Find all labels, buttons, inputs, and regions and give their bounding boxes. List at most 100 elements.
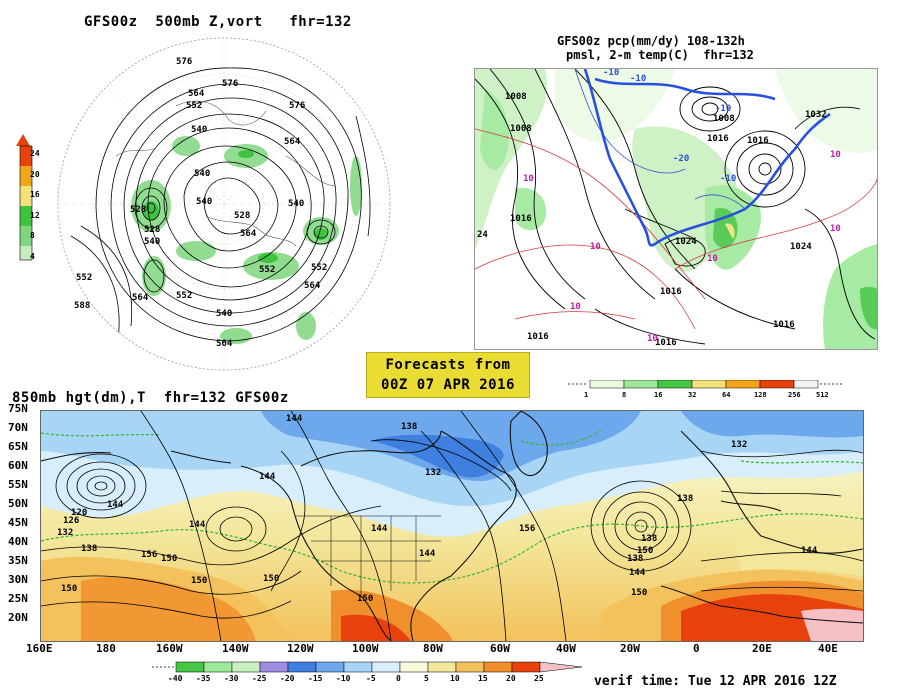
colorbar-label: 15 — [478, 674, 488, 683]
lat-label: 50N — [8, 497, 28, 510]
colorbar-label: 32 — [688, 391, 697, 399]
colorbar-label: -40 — [168, 674, 183, 683]
colorbar-label: 25 — [534, 674, 544, 683]
isobar-label: 1016 — [707, 134, 729, 144]
isobar-label: 1008 — [510, 124, 532, 134]
contour-label: 138 — [81, 544, 97, 554]
contour-label: 552 — [186, 101, 202, 111]
lat-label: 70N — [8, 421, 28, 434]
contour-label: 150 — [263, 574, 279, 584]
temp-label: -10 — [630, 74, 646, 84]
vorticity-colorbar — [14, 134, 54, 266]
temp-label: -10 — [715, 104, 731, 114]
lon-label: 160E — [26, 642, 53, 655]
contour-label: 552 — [311, 263, 327, 273]
contour-label: 144 — [629, 568, 646, 578]
contour-label: 150 — [637, 546, 653, 556]
colorbar-label: 5 — [424, 674, 429, 683]
forecast-banner: Forecasts from 00Z 07 APR 2016 — [366, 352, 530, 398]
latitude-axis: 75N 70N 65N 60N 55N 50N 45N 40N 35N 30N … — [8, 402, 42, 642]
contour-label: 564 — [188, 89, 205, 99]
colorbar-label: 8 — [30, 231, 35, 240]
contour-label: 138 — [677, 494, 693, 504]
isobar-label: 1016 — [747, 136, 769, 146]
colorbar-label: 24 — [30, 149, 40, 158]
contour-label: 552 — [259, 265, 275, 275]
lon-label: 0 — [693, 642, 700, 655]
precip-colorbar-labels: 1 8 16 32 64 128 256 512 — [584, 391, 844, 403]
banner-line1: Forecasts from — [385, 357, 511, 373]
contour-label: 564 — [132, 293, 149, 303]
contour-label: 576 — [222, 79, 238, 89]
contour-label: 150 — [161, 554, 177, 564]
colorbar-label: 16 — [30, 190, 40, 199]
contour-label: 144 — [107, 500, 124, 510]
temperature-colorbar — [152, 660, 592, 674]
colorbar-label: 12 — [30, 210, 40, 220]
bottom-title: 850mb hgt(dm),T fhr=132 GFS00z — [12, 390, 289, 406]
temp-label: -20 — [673, 154, 689, 164]
contour-label: 528 — [144, 225, 160, 235]
contour-label: 132 — [731, 440, 747, 450]
lat-label: 65N — [8, 440, 28, 453]
contour-label: 540 — [144, 237, 160, 247]
verif-time: verif time: Tue 12 APR 2016 12Z — [594, 674, 837, 689]
precip-mslp-map: 1008 1008 1016 1016 1024 1024 1016 1016 … — [474, 68, 878, 350]
isobar-label: 24 — [477, 230, 488, 240]
temp-label: 10 — [590, 242, 601, 252]
contour-label: 132 — [425, 468, 441, 478]
contour-label: 138 — [641, 534, 657, 544]
banner-line2: 00Z 07 APR 2016 — [381, 377, 515, 393]
lon-label: 80W — [423, 642, 443, 655]
contour-label: 540 — [196, 197, 212, 207]
temp-label: 10 — [647, 334, 658, 344]
lat-label: 20N — [8, 611, 28, 624]
isobar-label: 1032 — [805, 110, 827, 120]
contour-label: 528 — [130, 205, 146, 215]
lon-label: 40E — [818, 642, 838, 655]
polar-500mb-map: 576 564 576 552 540 564 528 540 540 528 … — [56, 36, 392, 372]
isobar-label: 1024 — [675, 237, 697, 247]
colorbar-label: -20 — [280, 674, 295, 683]
lat-label: 75N — [8, 402, 28, 415]
lon-label: 120W — [287, 642, 314, 655]
temp-label: 10 — [707, 254, 718, 264]
isobar-label: 1016 — [773, 320, 795, 330]
colorbar-label: 128 — [754, 391, 767, 399]
lat-label: 30N — [8, 573, 28, 586]
temp-label: -10 — [720, 174, 736, 184]
isobar-label: 1008 — [505, 92, 527, 102]
lon-label: 180 — [96, 642, 116, 655]
isobar-label: 1016 — [655, 338, 677, 348]
colorbar-label: 512 — [816, 391, 829, 399]
contour-label: 540 — [288, 199, 304, 209]
colorbar-label: 16 — [654, 391, 663, 399]
colorbar-label: 8 — [622, 391, 627, 399]
contour-label: 576 — [289, 101, 305, 111]
colorbar-label: -30 — [224, 674, 239, 683]
colorbar-label: -10 — [336, 674, 351, 683]
lat-label: 25N — [8, 592, 28, 605]
lon-label: 140W — [222, 642, 249, 655]
vorticity-colorbar-labels: 24 20 16 12 8 4 — [30, 144, 40, 267]
colorbar-label: 1 — [584, 391, 589, 399]
contour-label: 150 — [191, 576, 207, 586]
contour-label: 552 — [76, 273, 92, 283]
colorbar-label: 20 — [30, 169, 40, 179]
precip-colorbar — [568, 379, 844, 396]
contour-label: 576 — [176, 57, 192, 67]
temp-label: 10 — [570, 302, 581, 312]
contour-label: 138 — [401, 422, 417, 432]
lat-label: 35N — [8, 554, 28, 567]
temperature-colorbar-labels: -40 -35 -30 -25 -20 -15 -10 -5 0 5 10 15… — [168, 674, 588, 686]
temp-label: 10 — [523, 174, 534, 184]
contour-label: 552 — [176, 291, 192, 301]
colorbar-label: -35 — [196, 674, 211, 683]
isobar-label: 1016 — [660, 287, 682, 297]
lon-label: 20E — [752, 642, 772, 655]
lon-label: 60W — [490, 642, 510, 655]
contour-label: 126 — [63, 516, 79, 526]
contour-label: 564 — [284, 137, 301, 147]
longitude-axis: 160E 180 160W 140W 120W 100W 80W 60W 40W… — [0, 642, 900, 656]
contour-label: 564 — [304, 281, 321, 291]
